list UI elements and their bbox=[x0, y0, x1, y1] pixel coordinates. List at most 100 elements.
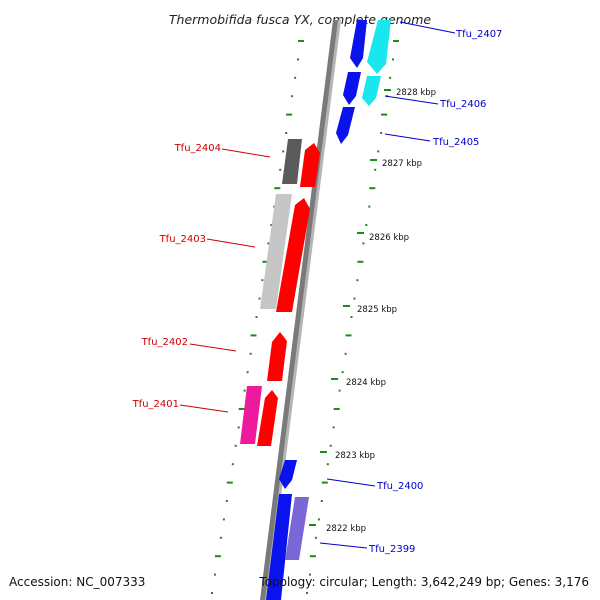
gene-cyan-feature-arrow[interactable] bbox=[367, 20, 391, 74]
rail-tick bbox=[374, 168, 377, 171]
scale-tick-2823 bbox=[320, 451, 327, 453]
rail-tick bbox=[261, 279, 264, 282]
rail-tick bbox=[262, 260, 269, 263]
gene-label-tfu-2404[interactable]: Tfu_2404 bbox=[174, 143, 221, 154]
gene-tfu-2400-arrow[interactable] bbox=[279, 460, 297, 489]
rail-tick bbox=[214, 573, 216, 576]
accession-text: Accession: NC_007333 bbox=[9, 575, 145, 589]
gene-label-tfu-2402[interactable]: Tfu_2402 bbox=[141, 337, 188, 348]
rail-tick bbox=[380, 132, 383, 134]
rail-tick bbox=[270, 224, 273, 226]
rail-tick bbox=[282, 150, 285, 153]
rail-tick bbox=[211, 592, 213, 594]
gene-tfu-2403-red-arrow[interactable] bbox=[276, 198, 310, 312]
gene-tfu-2405-arrow[interactable] bbox=[336, 107, 355, 144]
scale-labels: 2828 kbp 2827 kbp 2826 kbp 2825 kbp 2824… bbox=[309, 88, 436, 534]
rail-tick bbox=[222, 518, 225, 521]
rail-tick bbox=[255, 316, 258, 318]
rail-tick bbox=[332, 426, 335, 429]
gene-tfu-2399-blue-arrow[interactable] bbox=[266, 494, 292, 600]
scale-tick-2825 bbox=[343, 305, 350, 307]
scale-label-2824: 2824 kbp bbox=[346, 378, 386, 388]
rail-tick bbox=[214, 555, 221, 558]
gene-label-tfu-2407[interactable]: Tfu_2407 bbox=[455, 29, 502, 40]
gene-label-tfu-2401[interactable]: Tfu_2401 bbox=[132, 399, 179, 410]
scale-tick-2827 bbox=[370, 159, 377, 161]
rail-tick bbox=[226, 481, 233, 484]
scale-label-2823: 2823 kbp bbox=[335, 451, 375, 461]
rail-tick bbox=[231, 463, 234, 466]
rail-tick bbox=[320, 500, 323, 502]
right-tick-rail bbox=[306, 40, 399, 594]
gene-tfu-2406-cyan-arrow[interactable] bbox=[362, 76, 381, 106]
gene-tfu-2404-red-arrow[interactable] bbox=[300, 143, 320, 187]
gene-label-tfu-2403[interactable]: Tfu_2403 bbox=[159, 234, 206, 245]
gene-tfu-2399-purple-arrow[interactable] bbox=[285, 497, 309, 560]
rail-tick bbox=[314, 536, 317, 539]
gene-label-tfu-2399[interactable]: Tfu_2399 bbox=[368, 544, 415, 555]
rail-tick bbox=[309, 573, 311, 576]
gene-tfu-2406-arrow[interactable] bbox=[343, 72, 361, 105]
gene-tfu-2401-red-arrow[interactable] bbox=[257, 390, 278, 446]
rail-tick bbox=[345, 334, 352, 337]
rail-tick bbox=[267, 242, 270, 245]
gene-label-tfu-2405[interactable]: Tfu_2405 bbox=[432, 137, 479, 148]
rail-tick bbox=[279, 168, 282, 171]
rail-tick bbox=[237, 426, 240, 429]
rail-tick bbox=[306, 592, 308, 594]
rail-tick bbox=[291, 95, 294, 98]
rail-tick bbox=[234, 444, 237, 447]
scale-label-2825: 2825 kbp bbox=[357, 305, 397, 315]
gene-label-tfu-2406[interactable]: Tfu_2406 bbox=[439, 99, 486, 110]
rail-tick bbox=[392, 58, 394, 61]
rail-tick bbox=[274, 187, 281, 190]
rail-tick bbox=[393, 40, 399, 42]
rail-tick bbox=[294, 76, 297, 79]
reverse-strand-features bbox=[240, 139, 320, 446]
rail-tick bbox=[357, 260, 364, 263]
rail-tick bbox=[317, 518, 320, 521]
gene-label-lines bbox=[179, 21, 456, 549]
rail-tick bbox=[369, 187, 376, 190]
rail-tick bbox=[362, 242, 365, 245]
scale-label-2828: 2828 kbp bbox=[396, 88, 436, 98]
rail-tick bbox=[321, 481, 328, 484]
scale-label-2827: 2827 kbp bbox=[382, 159, 422, 169]
gene-labels: Tfu_2404 Tfu_2403 Tfu_2402 Tfu_2401 Tfu_… bbox=[132, 29, 503, 555]
rail-tick bbox=[350, 316, 353, 318]
gene-tfu-2407-arrow[interactable] bbox=[350, 20, 367, 68]
scale-tick-2824 bbox=[331, 378, 338, 380]
rail-tick bbox=[353, 297, 356, 300]
rail-tick bbox=[243, 389, 246, 392]
rail-tick bbox=[338, 389, 341, 392]
rail-tick bbox=[225, 500, 228, 502]
gene-tfu-2403-gray[interactable] bbox=[260, 194, 292, 309]
rail-tick bbox=[381, 113, 388, 116]
rail-tick bbox=[286, 113, 293, 116]
rail-tick bbox=[298, 40, 304, 42]
scale-tick-2826 bbox=[357, 232, 364, 234]
rail-tick bbox=[368, 205, 371, 208]
rail-tick bbox=[356, 279, 359, 282]
rail-tick bbox=[326, 463, 329, 466]
rail-tick bbox=[309, 555, 316, 558]
rail-tick bbox=[250, 334, 257, 337]
rail-tick bbox=[249, 352, 252, 355]
rail-tick bbox=[258, 297, 261, 300]
rail-tick bbox=[329, 444, 332, 447]
gene-label-tfu-2400[interactable]: Tfu_2400 bbox=[376, 481, 423, 492]
scale-tick-2828 bbox=[384, 89, 391, 91]
gene-tfu-2404-gray[interactable] bbox=[282, 139, 302, 184]
rail-tick bbox=[297, 58, 299, 61]
rail-tick bbox=[377, 150, 380, 153]
rail-tick bbox=[389, 76, 392, 79]
gene-tfu-2401-magenta[interactable] bbox=[240, 386, 262, 444]
forward-strand-features bbox=[266, 20, 391, 600]
map-title: Thermobifida fusca YX, complete genome bbox=[169, 12, 431, 27]
rail-tick bbox=[344, 352, 347, 355]
rail-tick bbox=[285, 132, 288, 134]
genome-backbone bbox=[260, 20, 341, 600]
gene-tfu-2402-red-arrow[interactable] bbox=[267, 332, 287, 381]
rail-tick bbox=[333, 408, 340, 410]
